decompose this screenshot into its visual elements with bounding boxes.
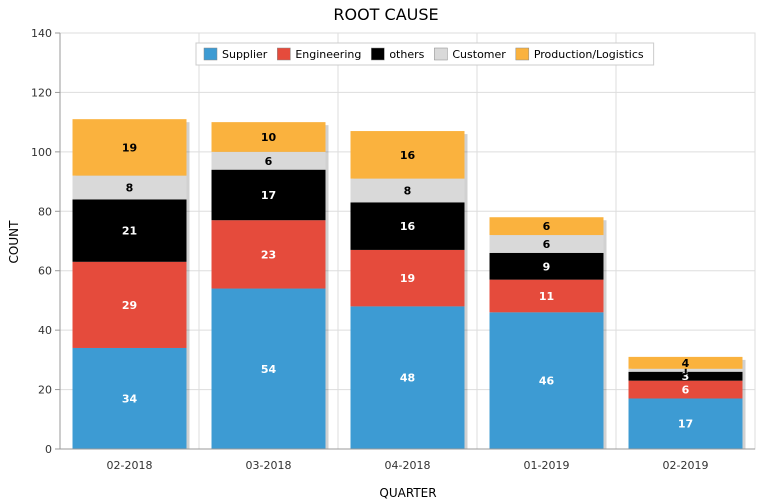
legend-label: Production/Logistics	[534, 48, 644, 61]
legend-label: Engineering	[295, 48, 361, 61]
bar-segment[interactable]	[72, 347, 187, 449]
bar-segment[interactable]	[350, 249, 465, 307]
legend-box	[195, 42, 655, 66]
bar-segment[interactable]	[72, 119, 187, 176]
bar-segment[interactable]	[350, 202, 465, 250]
bar-value-label: 6	[543, 220, 551, 233]
bar-value-label: 17	[261, 189, 276, 202]
legend-swatch	[434, 47, 448, 61]
legend-item[interactable]: Production/Logistics	[515, 47, 644, 61]
bar-value-label: 48	[400, 372, 415, 385]
bar-segment[interactable]	[489, 312, 604, 449]
bar-value-label: 16	[400, 220, 416, 233]
y-tick-label: 20	[38, 384, 52, 397]
bar-segment[interactable]	[350, 306, 465, 449]
bar-segment[interactable]	[72, 175, 187, 200]
bar-segment[interactable]	[211, 169, 326, 221]
legend-item[interactable]: Supplier	[203, 47, 268, 61]
bar-value-label: 3	[682, 370, 690, 383]
x-axis-title: QUARTER	[379, 486, 436, 500]
axes: 0 20 40 60 80 100 120 140 02-2018 03-2018 04-2018 0…	[31, 27, 755, 472]
bar-value-label: 16	[400, 149, 416, 162]
bar-segment[interactable]	[489, 279, 604, 313]
bar-value-label: 19	[122, 141, 137, 154]
bar-segment[interactable]	[489, 252, 604, 280]
y-tick-label: 120	[31, 86, 52, 99]
y-tick-label: 40	[38, 324, 52, 337]
legend-label: Customer	[452, 48, 506, 61]
bar-segment[interactable]	[628, 398, 743, 449]
y-tick-label: 60	[38, 265, 52, 278]
y-tick-label: 140	[31, 27, 52, 40]
bar-segment[interactable]	[350, 178, 465, 203]
bar-segment[interactable]	[72, 199, 187, 262]
bar-segment[interactable]	[628, 368, 743, 372]
x-tick-label: 02-2018	[107, 459, 153, 472]
bar-segment[interactable]	[211, 122, 326, 152]
bar-value-label: 1	[682, 364, 690, 377]
legend-label: Supplier	[222, 48, 268, 61]
y-axis-title: COUNT	[7, 220, 21, 264]
bar-value-label: 6	[543, 238, 551, 251]
legend-swatch	[203, 47, 218, 61]
bar-value-label: 11	[539, 290, 554, 303]
legend-swatch	[515, 47, 530, 61]
legend-swatch	[277, 47, 291, 61]
bar-segment[interactable]	[489, 235, 604, 253]
bar-value-label: 6	[682, 384, 690, 397]
x-tick-label: 04-2018	[385, 459, 431, 472]
bar-value-label: 8	[404, 184, 412, 197]
bar-value-label: 4	[682, 357, 690, 370]
legend-item[interactable]: Customer	[434, 47, 506, 61]
bar-segment[interactable]	[72, 261, 187, 348]
legend-swatch	[371, 47, 385, 61]
bar-value-label: 46	[539, 375, 555, 388]
legend-label: others	[389, 48, 424, 61]
x-tick-label: 02-2019	[663, 459, 709, 472]
bar-value-label: 19	[400, 272, 415, 285]
bar-value-label: 10	[261, 131, 277, 144]
bar-segment[interactable]	[350, 131, 465, 179]
bar-segment[interactable]	[211, 288, 326, 449]
legend-item[interactable]: others	[371, 47, 425, 61]
y-tick-label: 0	[45, 443, 52, 456]
bar-segment[interactable]	[628, 371, 743, 381]
x-tick-label: 01-2019	[524, 459, 570, 472]
bar-segment[interactable]	[489, 217, 604, 236]
bar-segment[interactable]	[211, 151, 326, 170]
bar-value-label: 23	[261, 248, 276, 261]
x-tick-label: 03-2018	[246, 459, 292, 472]
chart-title: ROOT CAUSE	[333, 5, 438, 24]
bar-value-label: 9	[543, 260, 551, 273]
bar-value-label: 54	[261, 363, 277, 376]
bar-value-label: 34	[122, 392, 138, 405]
bar-segment[interactable]	[628, 356, 743, 369]
legend-item[interactable]: Engineering	[277, 47, 361, 61]
y-tick-label: 100	[31, 146, 52, 159]
bar-value-label: 8	[126, 182, 134, 195]
bar-value-label: 6	[265, 155, 273, 168]
bar-value-label: 17	[678, 418, 693, 431]
y-tick-label: 80	[38, 205, 52, 218]
bar-segment[interactable]	[211, 220, 326, 289]
legend: Supplier Engineering others Customer Product…	[195, 42, 655, 66]
bar-segment[interactable]	[628, 380, 743, 399]
bar-value-label: 21	[122, 225, 137, 238]
bar-value-label: 29	[122, 299, 137, 312]
